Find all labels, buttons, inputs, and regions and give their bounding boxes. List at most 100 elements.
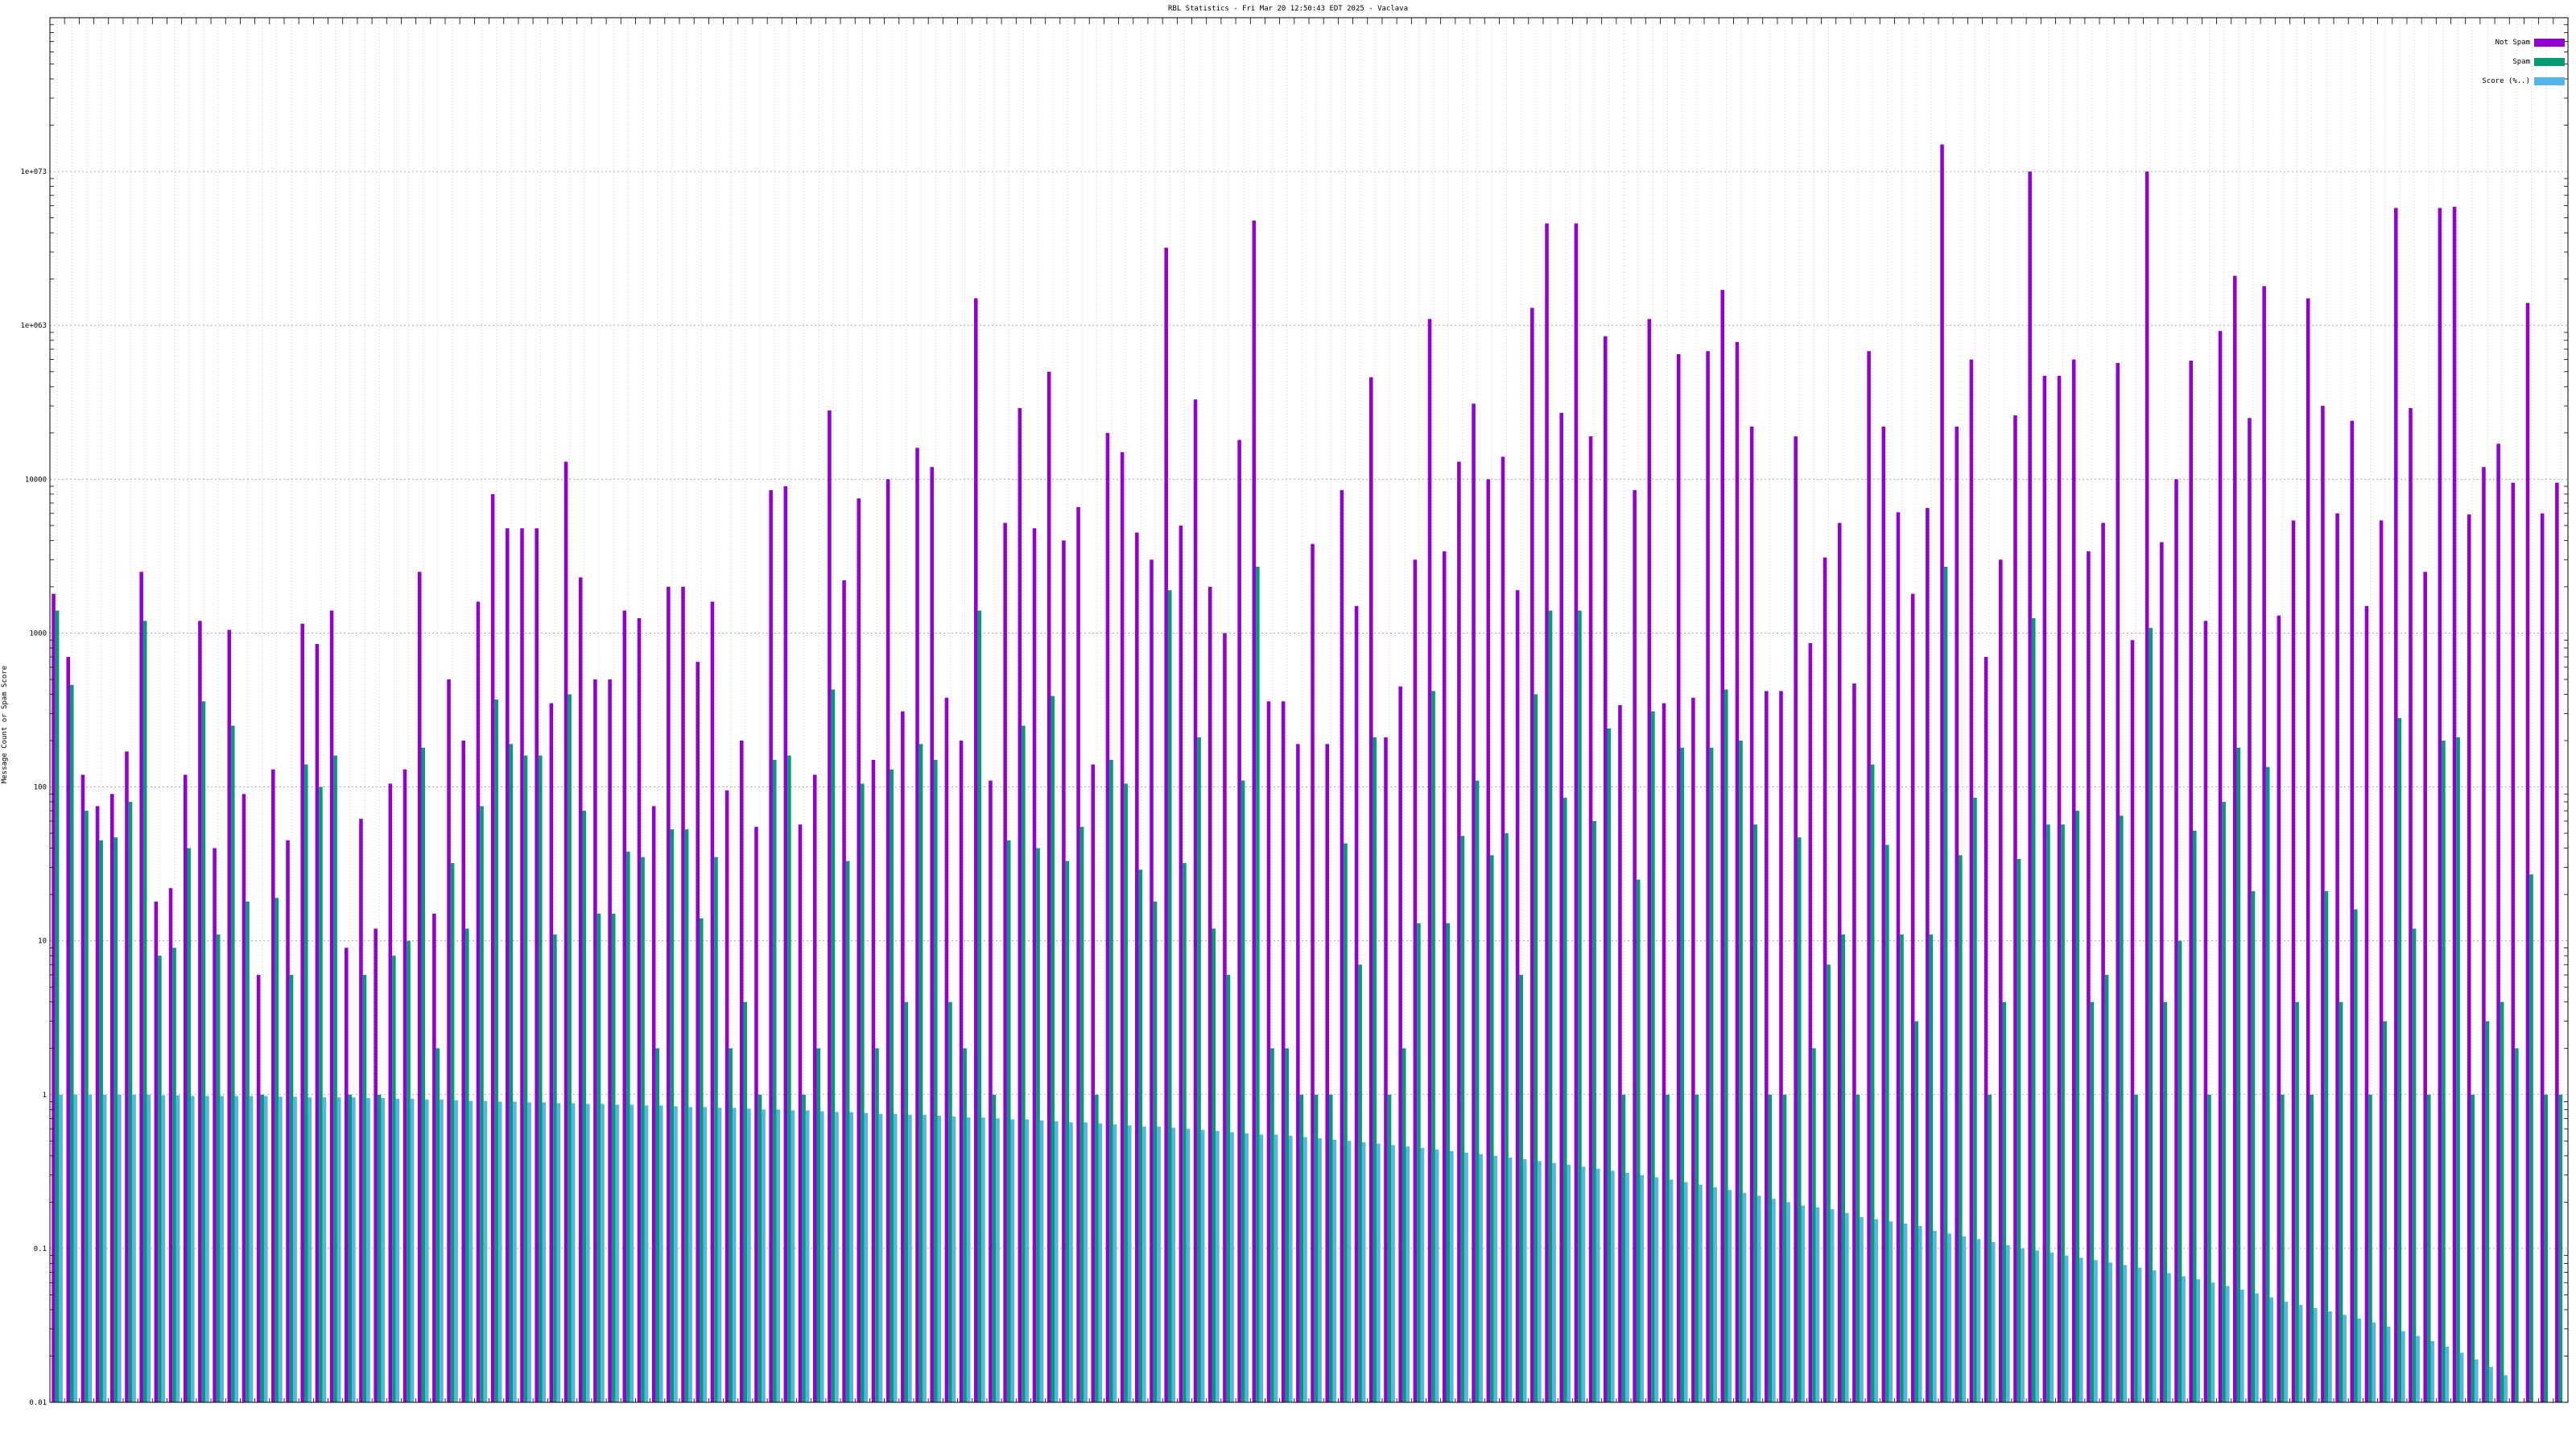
bar-not-spam <box>1910 593 1915 1402</box>
bar-score <box>381 1098 386 1402</box>
bar-score <box>1377 1143 1381 1402</box>
bar-score <box>2108 1262 2112 1402</box>
bar-not-spam <box>213 848 217 1402</box>
bar-score <box>1303 1137 1307 1402</box>
bar-not-spam <box>857 498 861 1403</box>
bar-not-spam <box>535 528 539 1402</box>
bar-score <box>1113 1124 1117 1402</box>
bar-spam <box>1724 689 1728 1402</box>
bar-score <box>2094 1260 2098 1402</box>
bar-not-spam <box>549 703 554 1402</box>
bar-score <box>1728 1190 1732 1402</box>
bar-spam <box>2368 1094 2372 1402</box>
bar-spam <box>2236 747 2241 1402</box>
bar-spam <box>2120 815 2124 1402</box>
bar-spam <box>1153 901 1158 1402</box>
bar-spam <box>2529 874 2533 1402</box>
bar-score <box>2401 1331 2405 1402</box>
bar-not-spam <box>1472 403 1476 1402</box>
bar-spam <box>568 694 572 1402</box>
bar-score <box>1025 1119 1030 1402</box>
bar-not-spam <box>1369 377 1373 1402</box>
bar-not-spam <box>710 601 715 1402</box>
bar-not-spam <box>724 790 729 1402</box>
bar-spam <box>362 975 367 1402</box>
bar-score <box>147 1094 151 1402</box>
bar-score <box>1142 1126 1146 1402</box>
legend-swatch <box>2534 39 2565 47</box>
bar-not-spam <box>1340 489 1344 1402</box>
bar-not-spam <box>1076 506 1080 1402</box>
bar-spam <box>2017 859 2021 1402</box>
bar-score <box>2504 1375 2508 1402</box>
bar-score <box>1127 1125 1132 1402</box>
bar-not-spam <box>1266 701 1271 1402</box>
bar-spam <box>553 934 557 1402</box>
y-tick-label: 0.1 <box>34 1245 47 1253</box>
bar-spam <box>1812 1048 1816 1402</box>
bar-not-spam <box>2496 444 2500 1402</box>
bar-score <box>1230 1132 1234 1402</box>
bar-score <box>1361 1141 1366 1402</box>
bar-not-spam <box>783 486 788 1402</box>
legend-swatch <box>2534 77 2565 85</box>
bar-spam <box>1885 844 1889 1402</box>
bar-score <box>2386 1327 2391 1402</box>
bar-not-spam <box>973 298 978 1402</box>
bar-score <box>1039 1120 1044 1402</box>
bar-score <box>630 1104 634 1402</box>
bar-spam <box>1929 934 1934 1402</box>
bar-not-spam <box>271 769 275 1402</box>
bar-spam <box>1022 725 1026 1402</box>
bar-score <box>1347 1141 1352 1402</box>
bar-not-spam <box>2335 513 2339 1402</box>
bar-spam <box>919 744 923 1402</box>
bar-not-spam <box>1515 590 1520 1402</box>
bar-spam <box>1651 711 1655 1402</box>
bar-not-spam <box>2071 359 2076 1402</box>
bar-not-spam <box>2364 605 2369 1402</box>
bar-not-spam <box>1223 633 1227 1402</box>
bar-not-spam <box>901 711 905 1402</box>
bar-not-spam <box>651 806 656 1402</box>
bar-not-spam <box>1823 557 1827 1402</box>
bar-score <box>1918 1225 1922 1402</box>
bar-not-spam <box>1984 657 1988 1402</box>
bar-score <box>73 1094 78 1402</box>
bar-spam <box>377 1094 382 1402</box>
bar-score <box>1450 1150 1454 1402</box>
bar-spam <box>2412 928 2417 1402</box>
bar-not-spam <box>1237 440 1241 1403</box>
bar-spam <box>1212 928 1216 1402</box>
bar-score <box>1010 1119 1015 1402</box>
bar-score <box>1962 1236 1967 1402</box>
bar-not-spam <box>1062 540 1066 1403</box>
bar-spam <box>977 610 982 1402</box>
bar-not-spam <box>1179 525 1183 1402</box>
bar-spam <box>1241 780 1245 1402</box>
bar-not-spam <box>2013 415 2017 1402</box>
bar-spam <box>2046 824 2050 1402</box>
bar-spam <box>465 928 469 1402</box>
bar-score <box>1845 1212 1849 1402</box>
bar-score <box>1684 1182 1688 1402</box>
bar-not-spam <box>944 697 949 1402</box>
bar-spam <box>1358 964 1362 1402</box>
bar-score <box>1742 1192 1747 1402</box>
bar-spam <box>1768 1094 1773 1402</box>
bar-score <box>1669 1179 1674 1402</box>
bar-score <box>762 1109 766 1402</box>
bar-spam <box>2485 1021 2490 1402</box>
bar-spam <box>1782 1094 1787 1402</box>
bar-spam <box>1373 737 1377 1402</box>
bar-score <box>220 1096 224 1402</box>
bar-spam <box>142 621 147 1402</box>
bar-not-spam <box>564 461 568 1402</box>
bar-score <box>1640 1174 1645 1402</box>
bar-score <box>688 1107 692 1402</box>
bar-spam <box>1505 833 1509 1402</box>
bar-score <box>2489 1366 2493 1402</box>
bar-score <box>966 1117 971 1402</box>
bar-score <box>1186 1129 1191 1402</box>
bar-score <box>2182 1276 2186 1402</box>
